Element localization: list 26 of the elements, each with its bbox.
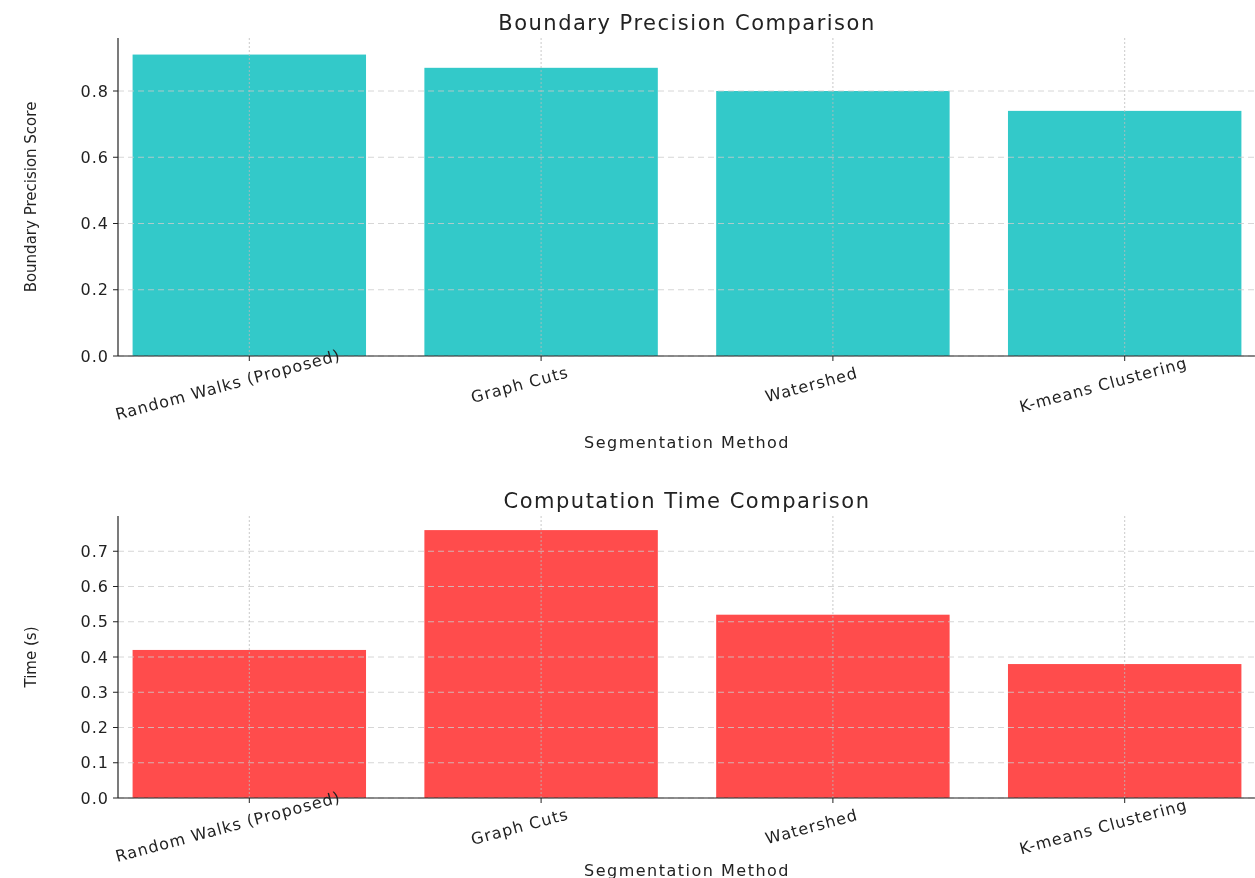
bar [424,530,658,798]
x-axis-title: Segmentation Method [583,433,791,452]
bar [1007,110,1242,356]
y-tick-label: 0.0 [80,788,109,808]
y-tick-label: 0.0 [80,346,109,366]
y-tick-label: 0.3 [80,682,109,702]
bar [424,67,658,356]
chart-title: Computation Time Comparison [503,489,871,513]
y-tick-label: 0.7 [80,541,109,561]
y-tick-label: 0.1 [80,753,109,773]
y-tick-label: 0.5 [80,612,109,632]
y-axis-title: Time (s) [22,626,40,689]
y-tick-label: 0.4 [80,647,109,667]
bar [716,91,950,356]
y-tick-label: 0.8 [80,81,109,101]
y-tick-label: 0.2 [80,280,109,300]
y-tick-label: 0.2 [80,718,109,738]
x-tick-label: Graph Cuts [468,804,571,849]
chart-title: Boundary Precision Comparison [498,11,876,35]
y-axis-title: Boundary Precision Score [22,101,40,293]
y-tick-label: 0.6 [80,147,109,167]
y-tick-label: 0.4 [80,214,109,234]
y-tick-label: 0.6 [80,577,109,597]
x-tick-label: Graph Cuts [468,362,571,407]
bar [716,614,950,798]
bar [1007,664,1242,798]
